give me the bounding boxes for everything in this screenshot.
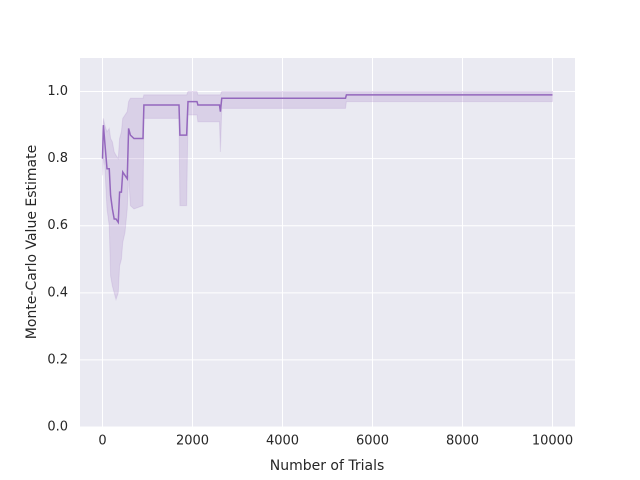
y-axis-label: Monte-Carlo Value Estimate (24, 145, 40, 339)
y-tick-label: 0.2 (47, 352, 68, 367)
y-tick-label: 0.8 (47, 151, 68, 166)
x-tick-label: 10000 (532, 434, 573, 449)
x-tick-label: 4000 (266, 434, 299, 449)
marks (101, 91, 553, 302)
x-tick-label: 2000 (176, 434, 209, 449)
y-tick-label: 0.0 (47, 420, 68, 435)
y-tick-label: 0.4 (47, 285, 68, 300)
x-tick-label: 8000 (446, 434, 479, 449)
y-tick-label: 1.0 (47, 84, 68, 99)
line (101, 94, 553, 225)
y-tick-label: 0.6 (47, 218, 68, 233)
x-tick-label: 0 (98, 434, 106, 449)
x-tick-label: 6000 (356, 434, 389, 449)
x-axis-label: Number of Trials (270, 458, 385, 474)
confidence-band (102, 91, 553, 302)
plot-area (80, 58, 575, 427)
grid (80, 58, 575, 428)
